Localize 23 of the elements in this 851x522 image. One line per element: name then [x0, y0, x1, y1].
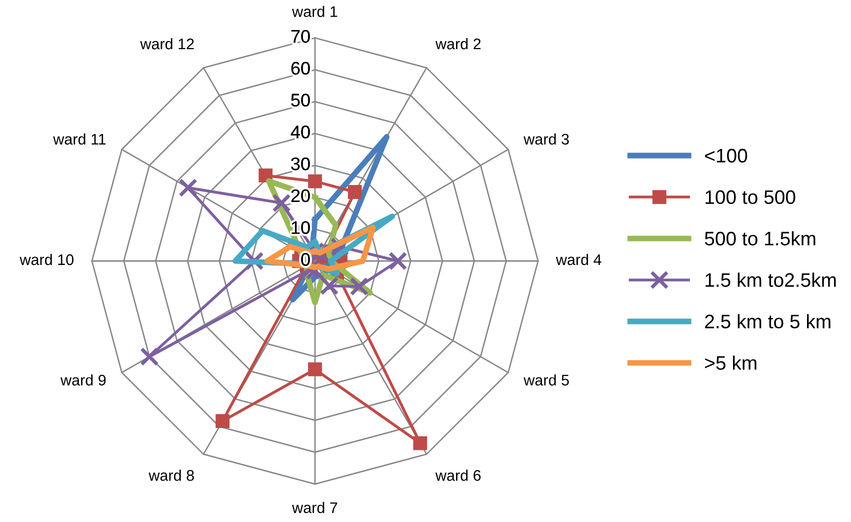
- y-tick-label: 70: [291, 30, 310, 43]
- legend-label: >5 km: [705, 356, 756, 370]
- spoke-label: ward 2: [435, 38, 481, 50]
- legend-label: 1.5 km to2.5km: [706, 272, 836, 287]
- spoke-label: ward 8: [148, 470, 194, 481]
- spoke-label: ward 9: [60, 374, 106, 386]
- y-tick-label: 50: [291, 94, 310, 107]
- legend-label: 100 to 500: [706, 190, 796, 204]
- spoke-label: ward 6: [435, 470, 481, 481]
- spoke-label: ward 7: [292, 502, 338, 514]
- spoke-label: ward 4: [556, 254, 602, 266]
- legend-label: <100: [705, 148, 748, 163]
- legend-label: 500 to 1.5km: [704, 231, 816, 246]
- y-tick-label: 40: [290, 126, 310, 138]
- y-tick-label: 60: [291, 62, 310, 75]
- spoke-label: ward 11: [53, 133, 106, 145]
- y-tick-label: 30: [291, 157, 310, 170]
- spoke-label: ward 10: [20, 254, 74, 266]
- spoke-label: ward 3: [524, 133, 569, 145]
- legend-label: 2.5 km to 5 km: [705, 314, 830, 328]
- spoke-label: ward 1: [292, 6, 338, 18]
- spoke-label: ward 5: [524, 374, 569, 386]
- spoke-label: ward 12: [140, 38, 194, 50]
